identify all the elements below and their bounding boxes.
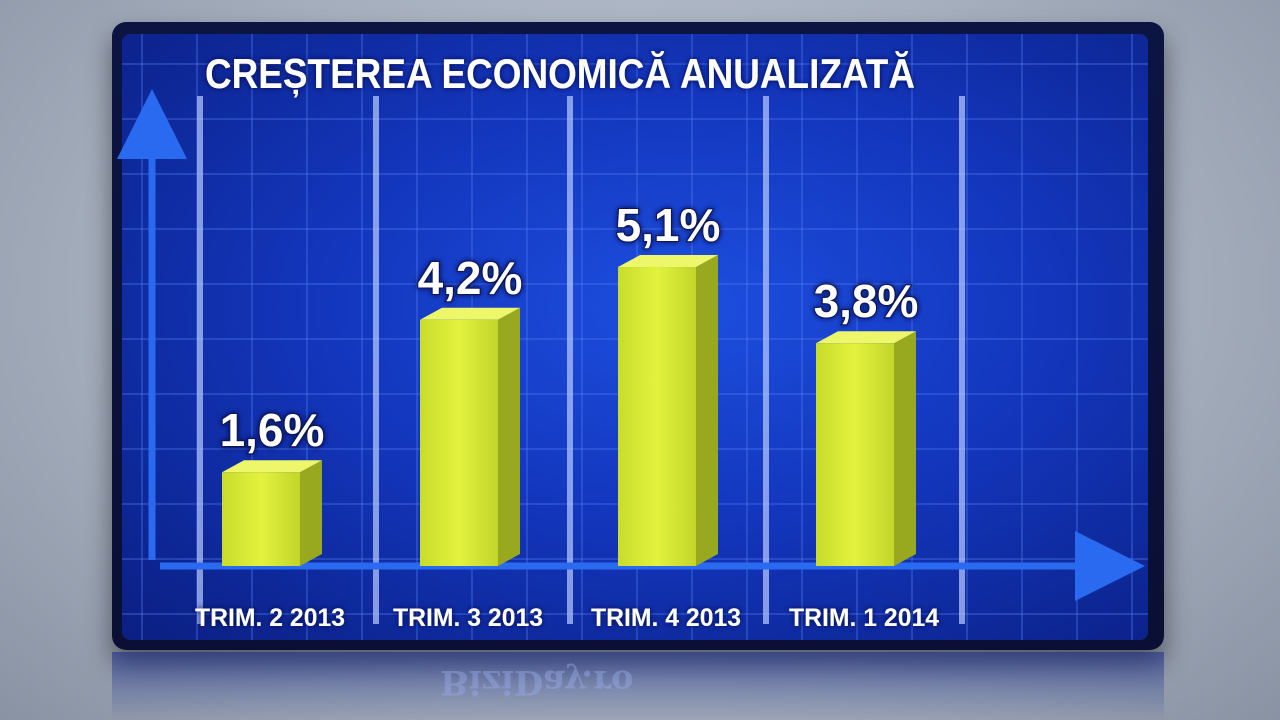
bar (222, 472, 300, 566)
category-label: TRIM. 4 2013 (591, 604, 741, 632)
bar-value-label: 3,8% (814, 275, 919, 327)
category-label: TRIM. 1 2014 (789, 604, 939, 632)
bar-value-label: 4,2% (418, 252, 523, 304)
bar-value-label: 1,6% (220, 404, 325, 456)
bar (816, 343, 894, 566)
bar-top (618, 255, 718, 268)
bar-side (498, 307, 520, 566)
bar-side (696, 255, 718, 566)
chart-title: CREȘTEREA ECONOMICĂ ANUALIZATĂ (205, 50, 915, 98)
bar-side (300, 460, 322, 566)
bars-group: 1,6% TRIM. 2 2013 4,2% TRIM. 3 2013 5,1% TRIM… (195, 198, 939, 632)
category-label: TRIM. 2 2013 (195, 604, 345, 632)
bar-top (816, 331, 916, 344)
bar-value-label: 5,1% (616, 199, 721, 251)
category-label: TRIM. 3 2013 (393, 604, 543, 632)
bar (420, 319, 498, 566)
bar-top (222, 460, 322, 473)
bar (618, 267, 696, 566)
bar-top (420, 307, 520, 320)
bar-side (894, 331, 916, 566)
panel-reflection (112, 652, 1164, 720)
